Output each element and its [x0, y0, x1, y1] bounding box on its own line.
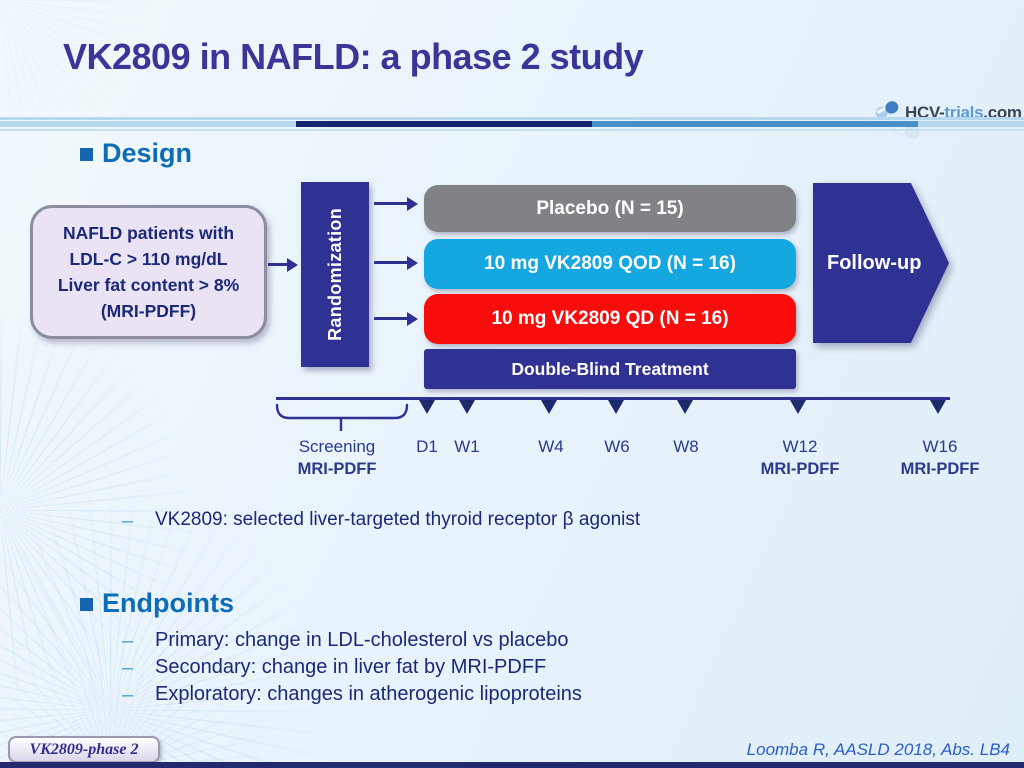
endpoint-dash: –: [122, 630, 134, 652]
arrow-to-placebo-arm: [374, 196, 418, 211]
timeline-tick-triangle: [608, 400, 624, 414]
arm-vk2809-qd-bar: 10 mg VK2809 QD (N = 16): [424, 294, 796, 344]
timeline-tick-triangle: [930, 400, 946, 414]
follow-up-label: Follow-up: [827, 251, 922, 274]
note-dash: –: [122, 510, 134, 532]
timeline-axis: [276, 397, 950, 400]
patient-criteria-line: LDL-C > 110 mg/dL: [69, 249, 228, 269]
timeline-label-w4: W4: [538, 437, 564, 456]
header-stripe-top: [0, 117, 1024, 120]
endpoint-exploratory: Exploratory: changes in atherogenic lipo…: [155, 683, 582, 705]
bottom-navy-bar: [0, 762, 1024, 768]
arm-vk2809-qod-bar: 10 mg VK2809 QOD (N = 16): [424, 239, 796, 289]
header-stripe-navy-segment: [296, 121, 592, 127]
arrow-to-qod-arm: [374, 255, 418, 270]
timeline-label-w8: W8: [673, 437, 699, 456]
endpoints-bullet-square: [80, 598, 93, 611]
patient-criteria-line: (MRI-PDFF): [100, 301, 197, 321]
slide-title: VK2809 in NAFLD: a phase 2 study: [63, 36, 644, 77]
design-heading: Design: [102, 138, 193, 168]
follow-up-chevron: Follow-up: [813, 183, 949, 343]
timeline-label-w12: W12 MRI-PDFF: [760, 437, 840, 478]
pill-icon: [872, 98, 902, 127]
double-blind-treatment-band: Double-Blind Treatment: [424, 349, 796, 389]
endpoint-secondary: Secondary: change in liver fat by MRI-PD…: [155, 656, 547, 678]
hcv-trials-logo: HCV-trials.com: [872, 98, 1022, 127]
arrow-to-qd-arm: [374, 311, 418, 326]
timeline-tick-triangle: [677, 400, 693, 414]
endpoint-dash: –: [122, 657, 134, 679]
design-bullet-square: [80, 148, 93, 161]
timeline-label-d1: D1: [416, 437, 438, 456]
timeline-label-w16: W16 MRI-PDFF: [900, 437, 980, 478]
endpoint-dash: –: [122, 684, 134, 706]
header-stripe-steel-segment: [592, 121, 918, 127]
header-stripe-bottom: [0, 129, 1024, 131]
patient-criteria-line: NAFLD patients with: [62, 223, 235, 243]
screening-bracket: [275, 403, 409, 431]
arrow-to-randomization: [268, 257, 298, 272]
randomization-box: Randomization: [301, 182, 369, 367]
study-badge: VK2809-phase 2: [8, 736, 160, 763]
timeline-label-w6: W6: [604, 437, 630, 456]
randomization-label: Randomization: [324, 208, 345, 341]
timeline-screening-label: Screening MRI-PDFF: [297, 437, 377, 478]
header-stripe: [0, 121, 1024, 127]
timeline-tick-triangle: [419, 400, 435, 414]
patient-criteria-box: NAFLD patients with LDL-C > 110 mg/dL Li…: [30, 205, 267, 339]
vk2809-note: VK2809: selected liver-targeted thyroid …: [155, 509, 641, 530]
endpoints-heading: Endpoints: [102, 588, 234, 618]
timeline-label-w1: W1: [454, 437, 480, 456]
endpoint-primary: Primary: change in LDL-cholesterol vs pl…: [155, 629, 569, 651]
citation-text: Loomba R, AASLD 2018, Abs. LB4: [746, 740, 1010, 759]
arm-placebo-bar: Placebo (N = 15): [424, 185, 796, 232]
patient-criteria-line: Liver fat content > 8%: [57, 275, 240, 295]
timeline-tick-triangle: [541, 400, 557, 414]
timeline-tick-triangle: [459, 400, 475, 414]
background-starburst: [0, 0, 160, 160]
timeline-tick-triangle: [790, 400, 806, 414]
logo-text: HCV-trials.com: [905, 102, 1022, 122]
